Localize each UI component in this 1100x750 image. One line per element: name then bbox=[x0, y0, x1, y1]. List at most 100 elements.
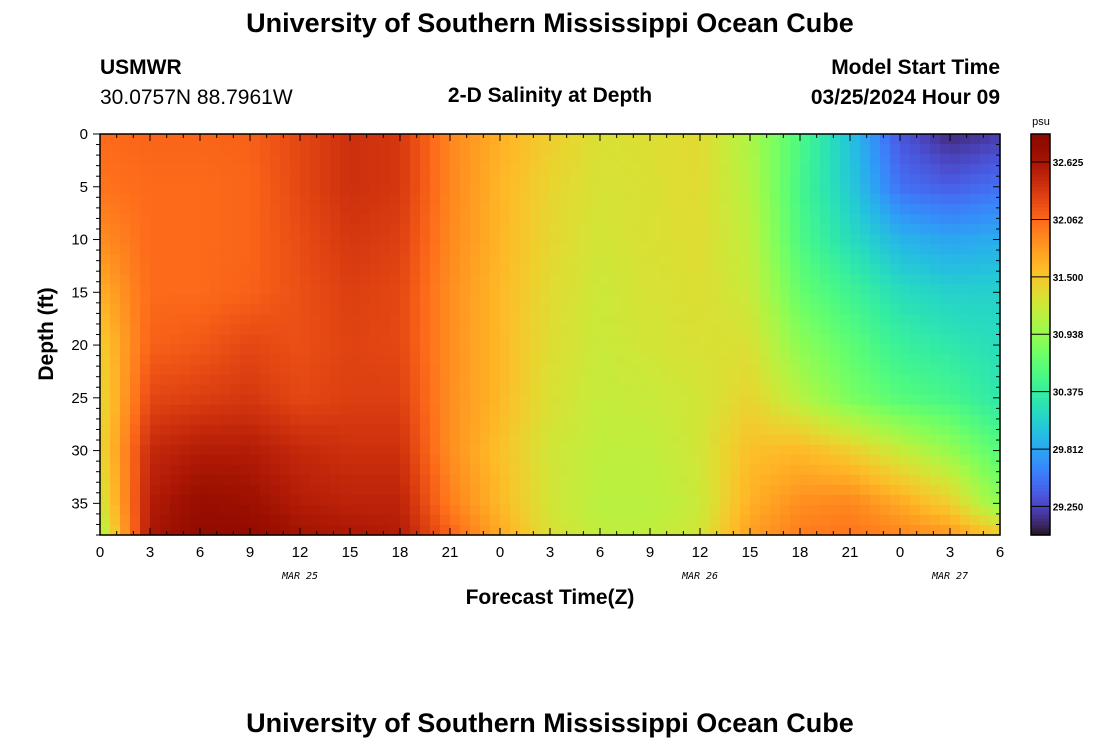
heatmap-cell bbox=[650, 204, 661, 215]
heatmap-cell bbox=[570, 204, 581, 215]
heatmap-cell bbox=[480, 354, 491, 366]
heatmap-cell bbox=[210, 524, 221, 536]
heatmap-cell bbox=[450, 444, 461, 456]
heatmap-cell bbox=[800, 324, 811, 336]
heatmap-cell bbox=[130, 454, 141, 466]
heatmap-cell bbox=[560, 254, 571, 265]
heatmap-cell bbox=[590, 294, 601, 306]
heatmap-cell bbox=[690, 154, 701, 165]
heatmap-cell bbox=[640, 194, 651, 205]
heatmap-cell bbox=[750, 244, 761, 255]
colorbar-segment bbox=[1031, 180, 1050, 185]
heatmap-cell bbox=[170, 204, 181, 215]
heatmap-cell bbox=[130, 444, 141, 456]
heatmap-cell bbox=[450, 344, 461, 356]
heatmap-cell bbox=[720, 504, 731, 516]
heatmap-cell bbox=[340, 424, 351, 436]
heatmap-cell bbox=[620, 254, 631, 265]
heatmap-cell bbox=[630, 244, 641, 255]
heatmap-cell bbox=[480, 254, 491, 265]
heatmap-cell bbox=[370, 164, 381, 175]
heatmap-cell bbox=[950, 274, 961, 285]
heatmap-cell bbox=[100, 184, 111, 195]
heatmap-cell bbox=[360, 524, 371, 536]
heatmap-cell bbox=[150, 524, 161, 536]
y-axis-title: Depth (ft) bbox=[35, 287, 58, 380]
colorbar-segment bbox=[1031, 397, 1050, 402]
heatmap-cell bbox=[140, 504, 151, 516]
heatmap-cell bbox=[730, 484, 741, 496]
heatmap-cell bbox=[640, 204, 651, 215]
heatmap-cell bbox=[910, 324, 921, 336]
heatmap-cell bbox=[860, 294, 871, 306]
heatmap-cell bbox=[210, 344, 221, 356]
heatmap-cell bbox=[260, 474, 271, 486]
heatmap-cell bbox=[380, 474, 391, 486]
heatmap-cell bbox=[880, 184, 891, 195]
heatmap-cell bbox=[330, 304, 341, 316]
heatmap-cell bbox=[390, 314, 401, 326]
heatmap-cell bbox=[980, 434, 991, 446]
heatmap-cell bbox=[790, 224, 801, 235]
heatmap-cell bbox=[560, 334, 571, 346]
heatmap-cell bbox=[510, 274, 521, 285]
heatmap-cell bbox=[480, 444, 491, 456]
heatmap-cell bbox=[290, 374, 301, 386]
heatmap-cell bbox=[570, 464, 581, 476]
heatmap-cell bbox=[210, 414, 221, 426]
heatmap-cell bbox=[510, 224, 521, 235]
heatmap-cell bbox=[120, 514, 131, 526]
heatmap-cell bbox=[190, 154, 201, 165]
heatmap-cell bbox=[670, 224, 681, 235]
heatmap-cell bbox=[650, 264, 661, 275]
heatmap-cell bbox=[150, 274, 161, 285]
heatmap-cell bbox=[220, 134, 231, 145]
heatmap-cell bbox=[480, 154, 491, 165]
heatmap-cell bbox=[440, 374, 451, 386]
heatmap-cell bbox=[470, 274, 481, 285]
heatmap-cell bbox=[820, 304, 831, 316]
heatmap-cell bbox=[260, 254, 271, 265]
heatmap-cell bbox=[790, 274, 801, 285]
heatmap-cell bbox=[130, 324, 141, 336]
heatmap-cell bbox=[810, 454, 821, 466]
heatmap-cell bbox=[790, 324, 801, 336]
heatmap-cell bbox=[410, 514, 421, 526]
heatmap-cell bbox=[430, 444, 441, 456]
heatmap-cell bbox=[790, 284, 801, 296]
heatmap-cell bbox=[560, 514, 571, 526]
heatmap-cell bbox=[200, 484, 211, 496]
heatmap-cell bbox=[640, 304, 651, 316]
heatmap-cell bbox=[220, 334, 231, 346]
heatmap-cell bbox=[410, 434, 421, 446]
colorbar-segment bbox=[1031, 414, 1050, 419]
heatmap-cell bbox=[470, 284, 481, 296]
heatmap-cell bbox=[930, 264, 941, 275]
heatmap-cell bbox=[930, 244, 941, 255]
heatmap-cell bbox=[720, 434, 731, 446]
heatmap-cell bbox=[160, 234, 171, 245]
heatmap-cell bbox=[100, 364, 111, 376]
heatmap-cell bbox=[530, 244, 541, 255]
heatmap-cell bbox=[280, 444, 291, 456]
heatmap-cell bbox=[990, 454, 1001, 466]
heatmap-cell bbox=[250, 204, 261, 215]
heatmap-cell bbox=[330, 454, 341, 466]
heatmap-cell bbox=[870, 454, 881, 466]
plot-title: 2-D Salinity at Depth bbox=[447, 84, 653, 107]
y-tick-label: 15 bbox=[71, 284, 88, 301]
heatmap-cell bbox=[980, 294, 991, 306]
heatmap-cell bbox=[610, 354, 621, 366]
heatmap-cell bbox=[120, 224, 131, 235]
heatmap-cell bbox=[950, 504, 961, 516]
heatmap-cell bbox=[510, 404, 521, 416]
heatmap-cell bbox=[710, 414, 721, 426]
heatmap-cell bbox=[310, 334, 321, 346]
heatmap-cell bbox=[190, 324, 201, 336]
heatmap-cell bbox=[660, 354, 671, 366]
heatmap-cell bbox=[540, 294, 551, 306]
colorbar-segment bbox=[1031, 451, 1050, 456]
heatmap-cell bbox=[110, 514, 121, 526]
heatmap-cell bbox=[260, 154, 271, 165]
heatmap-cell bbox=[590, 384, 601, 396]
